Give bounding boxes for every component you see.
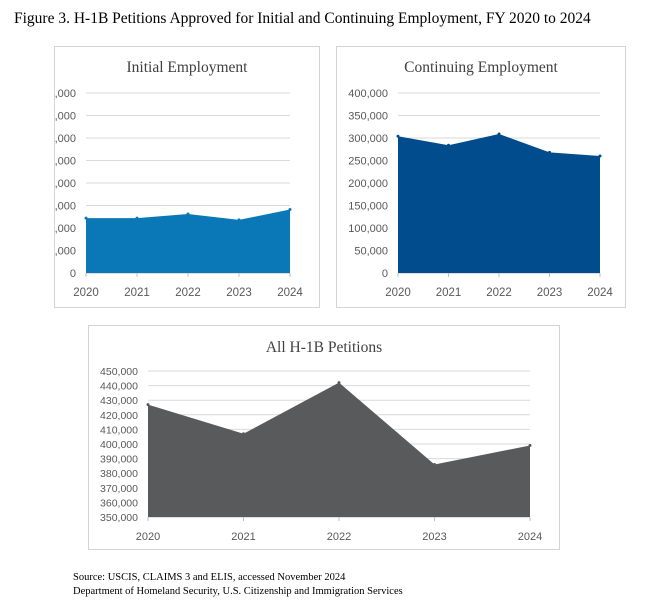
x-tick-label: 2024: [587, 287, 613, 299]
x-tick-label: 2023: [537, 287, 563, 299]
y-tick-label: 300,000: [55, 133, 76, 145]
y-tick-label: 380,000: [100, 468, 138, 480]
data-point: [146, 403, 150, 407]
x-tick-label: 2023: [226, 287, 252, 299]
y-tick-label: 50,000: [354, 246, 388, 258]
x-tick-label: 2021: [124, 287, 150, 299]
source-line: Source: USCIS, CLAIMS 3 and ELIS, access…: [73, 572, 346, 583]
x-tick-label: 2020: [136, 531, 160, 543]
data-point: [528, 443, 532, 447]
y-tick-label: 350,000: [348, 111, 388, 123]
y-tick-label: 50,000: [55, 246, 76, 258]
source-note: Source: USCIS, CLAIMS 3 and ELIS, access…: [73, 571, 403, 599]
y-tick-label: 200,000: [348, 178, 388, 190]
continuing-employment-chart: Continuing Employment 0 50,000 100,000 150,…: [336, 46, 626, 308]
y-tick-label: 370,000: [100, 483, 138, 495]
y-tick-label: 390,000: [100, 454, 138, 466]
y-tick-label: 300,000: [348, 133, 388, 145]
y-tick-label: 410,000: [100, 424, 138, 436]
y-tick-label: 430,000: [100, 395, 138, 407]
chart-title: Initial Employment: [126, 59, 248, 76]
y-tick-label: 150,000: [55, 201, 76, 213]
data-point: [84, 216, 88, 220]
x-tick-label: 2022: [486, 287, 512, 299]
data-point: [548, 150, 551, 154]
data-point: [396, 134, 400, 138]
chart-title: Continuing Employment: [404, 59, 558, 76]
y-tick-label: 400,000: [348, 88, 388, 100]
data-point: [447, 143, 450, 147]
x-tick-label: 2024: [277, 287, 303, 299]
y-tick-label: 250,000: [55, 156, 76, 168]
y-tick-label: 150,000: [348, 201, 388, 213]
initial-employment-plot: 0 50,000 100,000 150,000 200,000 250,000 300,0…: [55, 88, 303, 299]
all-h1b-petitions-chart: All H-1B Petitions 350,000 360,000 370,000…: [88, 325, 560, 550]
x-tick-label: 2022: [175, 287, 201, 299]
x-tick-label: 2023: [422, 531, 446, 543]
y-tick-label: 440,000: [100, 381, 138, 393]
y-tick-label: 400,000: [100, 439, 138, 451]
chart-title: All H-1B Petitions: [265, 339, 383, 356]
y-tick-label: 420,000: [100, 410, 138, 422]
area-series: [148, 382, 530, 517]
y-tick-label: 250,000: [348, 156, 388, 168]
data-point: [135, 216, 139, 220]
data-point: [288, 208, 292, 212]
y-tick-label: 100,000: [55, 223, 76, 235]
y-tick-label: 0: [382, 268, 388, 280]
x-tick-label: 2021: [231, 531, 255, 543]
data-point: [433, 462, 436, 466]
data-point: [186, 212, 190, 216]
area-series: [86, 209, 290, 273]
y-tick-label: 360,000: [100, 497, 138, 509]
x-tick-label: 2020: [73, 287, 99, 299]
x-tick-label: 2021: [436, 287, 462, 299]
continuing-employment-plot: 0 50,000 100,000 150,000 200,000 250,000 300,0…: [348, 88, 613, 299]
x-tick-label: 2020: [385, 287, 411, 299]
data-point: [598, 154, 602, 158]
x-tick-label: 2024: [518, 531, 542, 543]
initial-employment-chart: Initial Employment 0 50,000 100,000 150,000…: [54, 46, 320, 308]
figure-title: Figure 3. H-1B Petitions Approved for In…: [14, 10, 591, 27]
y-tick-label: 400,000: [55, 88, 76, 100]
y-tick-label: 350,000: [100, 512, 138, 524]
data-point: [497, 132, 501, 136]
y-tick-label: 100,000: [348, 223, 388, 235]
agency-line: Department of Homeland Security, U.S. Ci…: [73, 586, 403, 597]
all-h1b-petitions-plot: 350,000 360,000 370,000 380,000 390,000 400,0…: [100, 366, 542, 543]
data-point: [237, 218, 241, 222]
y-tick-label: 450,000: [100, 366, 138, 378]
y-tick-label: 200,000: [55, 178, 76, 190]
y-tick-label: 0: [70, 268, 76, 280]
y-tick-label: 350,000: [55, 111, 76, 123]
x-tick-label: 2022: [327, 531, 351, 543]
area-series: [398, 133, 600, 273]
data-point: [337, 381, 341, 385]
data-point: [242, 432, 245, 436]
